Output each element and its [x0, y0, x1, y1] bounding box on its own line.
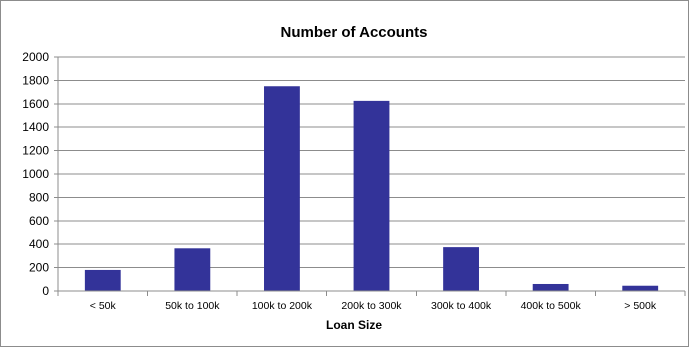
y-tick-label: 1600 — [22, 97, 49, 111]
bar — [174, 248, 211, 291]
x-tick-label: > 500k — [624, 300, 657, 312]
bars — [84, 86, 659, 291]
x-axis-title: Loan Size — [326, 318, 382, 332]
x-tick-label: 400k to 500k — [521, 300, 582, 312]
bar — [443, 247, 479, 291]
y-tick-label: 1400 — [22, 120, 49, 134]
y-tick-label: 600 — [29, 214, 49, 228]
y-tick-label: 1800 — [22, 73, 49, 87]
x-tick-label: 50k to 100k — [165, 300, 220, 312]
y-axis-tick-labels: 0 200 400 600 800 1000 1200 1400 1600 1800 2000 — [22, 50, 49, 298]
x-tick-label: 300k to 400k — [431, 300, 492, 312]
bar — [532, 283, 569, 291]
bar — [353, 100, 390, 291]
y-tick-label: 400 — [29, 237, 49, 251]
bar — [84, 269, 121, 291]
x-axis-tick-labels: < 50k 50k to 100k 100k to 200k 200k to 300k… — [90, 300, 657, 312]
y-tick-label: 800 — [29, 190, 49, 204]
bar — [622, 285, 659, 291]
y-tick-label: 1200 — [22, 144, 49, 158]
bar — [264, 86, 300, 291]
x-tick-label: 200k to 300k — [341, 300, 402, 312]
y-tick-label: 200 — [29, 261, 49, 275]
y-tick-label: 0 — [42, 284, 49, 298]
chart-title: Number of Accounts — [281, 24, 428, 41]
axes — [54, 56, 686, 296]
y-tick-label: 2000 — [22, 50, 49, 64]
x-tick-label: 100k to 200k — [252, 300, 313, 312]
y-tick-label: 1000 — [22, 167, 49, 181]
x-tick-label: < 50k — [90, 300, 117, 312]
